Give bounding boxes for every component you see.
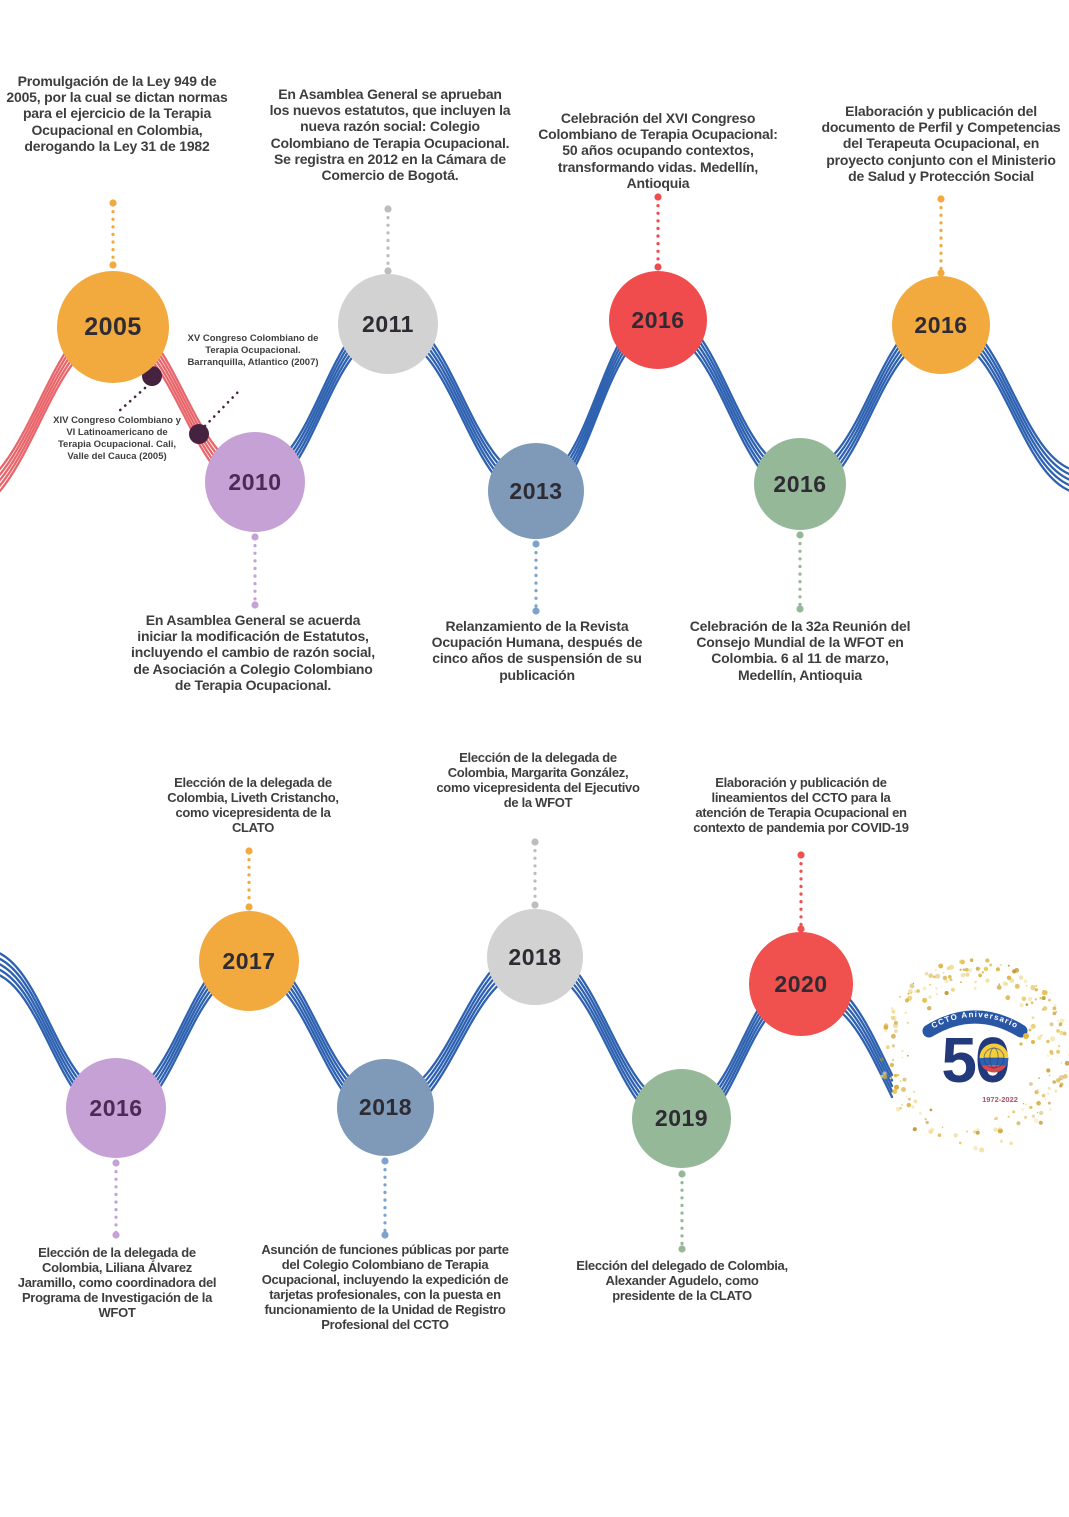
year-label: 2016: [773, 470, 827, 497]
year-label: 2005: [84, 312, 142, 341]
event-2016-orange-description: Elaboración y publicación del documento …: [821, 103, 1061, 184]
event-2010-circle: 2010: [205, 432, 305, 532]
event-2018-gray-circle: 2018: [487, 909, 583, 1005]
glitter-ring-icon: [879, 958, 1069, 1153]
flag-globe-icon: [979, 1043, 1009, 1073]
event-2017-circle: 2017: [199, 911, 299, 1011]
event-2005-description: Promulgación de la Ley 949 de 2005, por …: [6, 73, 228, 154]
event-2016-red-description: Celebración del XVI Congreso Colombiano …: [538, 110, 778, 191]
year-label: 2020: [774, 970, 828, 997]
event-2016-orange-circle: 2016: [892, 276, 990, 374]
year-label: 2010: [228, 468, 282, 495]
event-2016-purple-description: Elección de la delegada de Colombia, Lil…: [17, 1245, 217, 1321]
event-2005-circle: 2005: [57, 271, 169, 383]
event-2016-green-circle: 2016: [754, 438, 846, 530]
event-2016-purple-circle: 2016: [66, 1058, 166, 1158]
year-label: 2018: [508, 943, 562, 970]
year-label: 2016: [89, 1094, 143, 1121]
year-label: 2016: [914, 311, 968, 338]
event-2010-description: En Asamblea General se acuerda iniciar l…: [131, 612, 375, 693]
year-label: 2017: [222, 947, 276, 974]
event-2016-red-circle: 2016: [609, 271, 707, 369]
year-label: 2011: [362, 310, 414, 337]
event-2018-blue-description: Asunción de funciones públicas por parte…: [261, 1242, 509, 1333]
connector-end-dots: [109, 193, 945, 1253]
event-2019-circle: 2019: [632, 1069, 731, 1168]
annotation-xv-congreso: XV Congreso Colombiano de Terapia Ocupac…: [187, 333, 319, 368]
event-2019-description: Elección del delegado de Colombia, Alexa…: [576, 1258, 788, 1304]
event-2020-circle: 2020: [749, 932, 853, 1036]
event-2011-description: En Asamblea General se aprueban los nuev…: [269, 86, 511, 184]
year-label: 2013: [509, 477, 563, 504]
event-2013-description: Relanzamiento de la Revista Ocupación Hu…: [431, 618, 643, 683]
logo-years: 1972-2022: [982, 1095, 1018, 1104]
banner-ribbon: [922, 1010, 1028, 1038]
event-2013-circle: 2013: [488, 443, 584, 539]
year-label: 2016: [631, 306, 685, 333]
event-2020-description: Elaboración y publicación de lineamiento…: [693, 775, 909, 836]
anniversary-logo: 50 CCTO Aniversario 1972-2022: [879, 958, 1069, 1153]
event-2018-gray-description: Elección de la delegada de Colombia, Mar…: [436, 750, 640, 811]
event-2011-circle: 2011: [338, 274, 438, 374]
annotation-leader-lines: [116, 386, 242, 428]
event-2018-blue-circle: 2018: [337, 1059, 434, 1156]
year-label: 2018: [358, 1094, 413, 1120]
congress-marker-dot-xiv: [189, 424, 209, 444]
year-label: 2019: [654, 1105, 709, 1131]
sparkle-icon: [1019, 1028, 1035, 1046]
annotation-xiv-congreso: XIV Congreso Colombiano y VI Latinoameri…: [53, 415, 181, 462]
event-2017-description: Elección de la delegada de Colombia, Liv…: [167, 775, 339, 836]
event-2016-green-description: Celebración de la 32a Reunión del Consej…: [689, 618, 911, 683]
